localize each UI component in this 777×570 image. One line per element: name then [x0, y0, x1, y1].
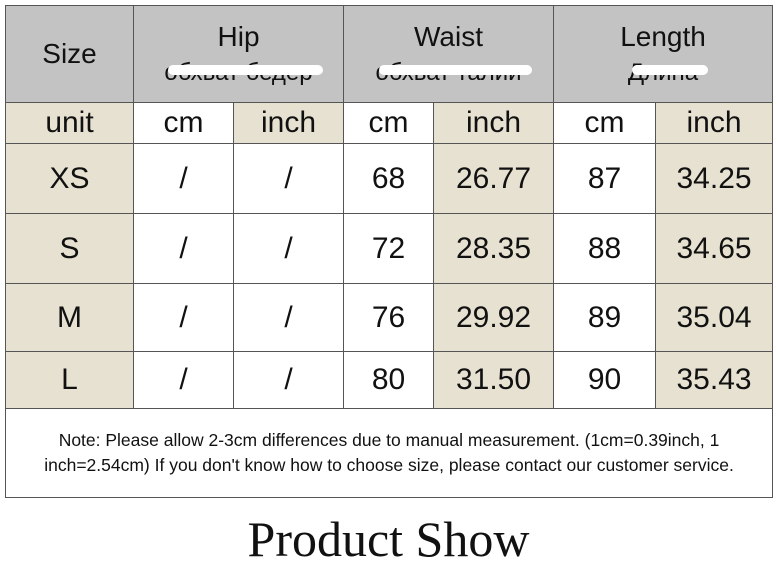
header-title: Length	[620, 21, 706, 52]
data-cell: /	[232, 283, 345, 352]
header-cell: Waist обхват талии	[343, 5, 555, 103]
header-title: Hip	[217, 21, 260, 52]
data-row: S //72 28.35 88 34.65	[5, 213, 774, 284]
data-cell: XS	[5, 143, 134, 214]
data-row: M //76 29.92 89 35.04	[5, 283, 774, 352]
unit-cell: inch	[655, 102, 774, 144]
footer-title: Product Show	[247, 511, 530, 567]
data-cell: /	[232, 351, 345, 409]
data-cell: /	[232, 213, 345, 284]
unit-cell: inch	[232, 102, 345, 144]
data-cell: 87	[553, 143, 657, 214]
data-cell: 72	[343, 213, 435, 284]
unit-row: unit cm inch cm inch cm inch	[5, 102, 774, 144]
data-cell: 35.04	[655, 283, 774, 352]
data-cell: 34.25	[655, 143, 774, 214]
unit-cell: cm	[133, 102, 234, 144]
header-subtitle: обхват талии	[375, 59, 532, 86]
unit-cell: cm	[343, 102, 435, 144]
data-cell: /	[133, 351, 234, 409]
data-row: XS //68 26.77 87 34.25	[5, 143, 774, 214]
size-table: Size Hip обхват бедер Waist обхват талии Len…	[4, 5, 774, 498]
note-row: Note: Please allow 2-3cm differences due…	[4, 408, 774, 498]
header-subtitle: обхват бедер	[164, 59, 323, 86]
unit-cell: unit	[5, 102, 134, 144]
data-cell: /	[232, 143, 345, 214]
header-subtitle: Длина	[627, 59, 709, 86]
data-cell: 28.35	[433, 213, 555, 284]
data-row: L //80 31.50 90 35.43	[5, 351, 774, 409]
data-cell: 80	[343, 351, 435, 409]
note: Note: Please allow 2-3cm differences due…	[4, 408, 774, 498]
data-cell: 34.65	[655, 213, 774, 284]
header-cell: Size	[5, 5, 134, 103]
data-cell: 26.77	[433, 143, 555, 214]
data-cell: 88	[553, 213, 657, 284]
data-cell: M	[5, 283, 134, 352]
data-cell: S	[5, 213, 134, 284]
data-cell: 29.92	[433, 283, 555, 352]
unit-cell: cm	[553, 102, 657, 144]
data-cell: 89	[553, 283, 657, 352]
data-cell: 90	[553, 351, 657, 409]
header-row: Size Hip обхват бедер Waist обхват талии Len…	[5, 5, 774, 103]
header-title: Waist	[414, 21, 483, 52]
data-cell: 68	[343, 143, 435, 214]
data-cell: /	[133, 283, 234, 352]
data-cell: 31.50	[433, 351, 555, 409]
header-cell: Length Длина	[553, 5, 774, 103]
data-cell: /	[133, 213, 234, 284]
data-cell: L	[5, 351, 134, 409]
data-cell: /	[133, 143, 234, 214]
header-cell: Hip обхват бедер	[132, 5, 345, 103]
data-cell: 76	[343, 283, 435, 352]
data-cell: 35.43	[655, 351, 774, 409]
unit-cell: inch	[433, 102, 555, 144]
